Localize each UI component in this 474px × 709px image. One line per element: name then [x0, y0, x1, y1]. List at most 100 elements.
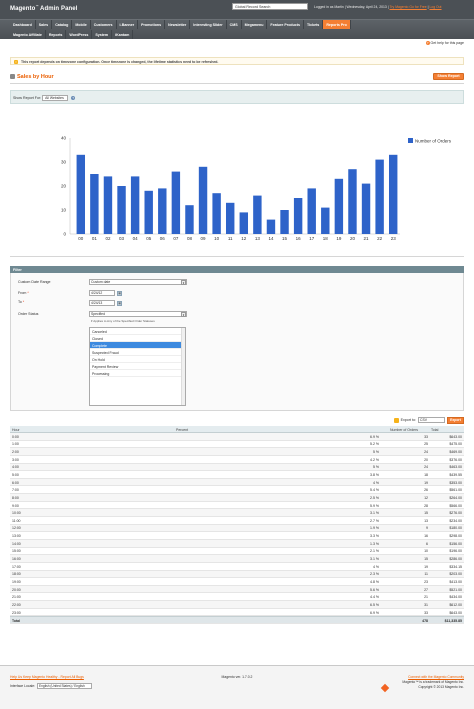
x-tick-label: 07: [173, 236, 179, 241]
nav-item-catalog[interactable]: Catalog: [52, 20, 73, 29]
export-format-select[interactable]: CSV: [418, 417, 445, 423]
column-header-percent[interactable]: Percent: [176, 427, 189, 432]
report-bugs-link[interactable]: Help Us Keep Magento Healthy - Report Al…: [10, 675, 84, 679]
help-link[interactable]: ? Get help for this page: [425, 41, 464, 45]
nav-item-mobile[interactable]: Mobile: [72, 20, 91, 29]
x-tick-label: 06: [160, 236, 166, 241]
bar-11: [225, 202, 235, 234]
y-tick-label: 40: [61, 136, 67, 141]
nav-item-system[interactable]: System: [92, 30, 113, 39]
info-icon[interactable]: ?: [71, 96, 76, 100]
status-note: ▾ Applies to Any of the Specified Order …: [91, 319, 155, 323]
header: Magento™ Admin Panel Global Record Searc…: [0, 0, 474, 19]
store-switcher: Show Report For: All Websites ?: [10, 90, 464, 104]
cell-total: $276.00: [449, 511, 462, 516]
store-switcher-select[interactable]: All Websites: [42, 95, 69, 101]
bar-00: [76, 154, 86, 234]
table-row: 5:00 3.8 % 18 $439.55: [10, 471, 464, 479]
locale-switcher: Interface Locale: English (United States…: [10, 683, 93, 689]
cell-percent: 3.1 %: [370, 511, 379, 516]
calendar-icon[interactable]: ▦: [117, 300, 122, 306]
x-tick-label: 11: [228, 236, 233, 241]
bar-15: [280, 210, 289, 234]
nav-item-tickets[interactable]: Tickets: [304, 20, 324, 29]
calendar-icon[interactable]: ▦: [117, 290, 122, 296]
locale-select[interactable]: English (United States) / English: [37, 683, 93, 689]
table-row: 1:00 5.2 % 25 $475.00: [10, 441, 464, 449]
cell-percent: 1.9 %: [370, 526, 379, 531]
bar-21: [361, 183, 371, 234]
cell-orders: 9: [426, 526, 428, 531]
cell-total: $234.00: [449, 518, 462, 523]
table-row: 0:00 6.9 % 33 $643.00: [10, 433, 464, 441]
to-date-input[interactable]: 4/24/13: [89, 300, 115, 306]
nav-item-promotions[interactable]: Promotions: [138, 20, 166, 29]
chevron-down-icon[interactable]: ▾: [181, 279, 186, 285]
from-label: From *: [18, 291, 29, 295]
from-date-input[interactable]: 4/24/12: [89, 290, 115, 296]
cell-orders: 33: [424, 434, 428, 439]
order-status-select[interactable]: Specified: [89, 311, 187, 317]
bar-07: [171, 171, 181, 234]
nav-item-newsletter[interactable]: Newsletter: [165, 20, 191, 29]
show-report-button[interactable]: Show Report: [433, 73, 464, 80]
nav-item-megamenu[interactable]: Megamenu: [242, 20, 268, 29]
cell-percent: 4.4 %: [370, 595, 379, 600]
status-option[interactable]: On Hold: [90, 356, 185, 363]
nav-item-wordpress[interactable]: WordPress: [66, 30, 93, 39]
scrollbar[interactable]: [181, 328, 185, 405]
chevron-down-icon[interactable]: ▾: [181, 311, 186, 317]
date-range-select[interactable]: Custom date: [89, 279, 187, 285]
nav-item-magento-affiliate[interactable]: Magento Affiliate: [10, 30, 46, 39]
status-option[interactable]: Suspected Fraud: [90, 349, 185, 356]
cell-total: $203.00: [449, 572, 462, 577]
order-status-multiselect[interactable]: Canceled Closed Complete Suspected Fraud On …: [89, 327, 186, 406]
status-option[interactable]: Processing: [90, 370, 185, 377]
nav-item-interesting-slider[interactable]: Interesting Slider: [190, 20, 227, 29]
cell-total: $376.00: [449, 457, 462, 462]
page-title: Sales by Hour: [10, 74, 54, 80]
help-icon: ?: [425, 41, 430, 45]
footer: Help Us Keep Magento Healthy - Report Al…: [0, 666, 474, 709]
bar-03: [117, 186, 126, 234]
divider: [10, 256, 464, 257]
y-tick-label: 30: [61, 160, 67, 165]
table-row: 19:00 4.8 % 23 $413.00: [10, 578, 464, 586]
nav-item-i-banner[interactable]: i-Banner: [117, 20, 139, 29]
cell-total: $180.00: [449, 526, 462, 531]
nav-item-sales[interactable]: Sales: [36, 20, 53, 29]
table-row: 8:00 2.5 % 12 $264.00: [10, 494, 464, 502]
nav-item-ikantam[interactable]: iKantam: [112, 30, 134, 39]
column-header-orders[interactable]: Number of Orders: [390, 427, 419, 432]
status-option[interactable]: Payment Review: [90, 363, 185, 370]
column-header-total[interactable]: Total: [431, 427, 439, 432]
status-option[interactable]: Canceled: [90, 328, 185, 335]
cell-interval: 17:00: [12, 564, 21, 569]
timezone-notice: ! This report depends on timezone config…: [10, 57, 464, 65]
status-option[interactable]: Closed: [90, 335, 185, 342]
cell-interval: 21:00: [12, 595, 21, 600]
nav-item-reports-pro[interactable]: Reports Pro: [323, 20, 351, 29]
bar-08: [185, 205, 194, 234]
nav-item-reports[interactable]: Reports: [46, 30, 67, 39]
bar-09: [198, 166, 208, 234]
cell-orders: 31: [424, 602, 428, 607]
try-magento-go-link[interactable]: Try Magento Go for Free: [389, 5, 427, 9]
logout-link[interactable]: Log Out: [429, 5, 442, 9]
community-link[interactable]: Connect with the Magento Community: [408, 675, 464, 679]
y-tick-label: 20: [61, 184, 67, 189]
column-header-hour[interactable]: Hour: [12, 427, 20, 432]
global-search-input[interactable]: Global Record Search: [232, 3, 308, 10]
table-row: 3:00 4.2 % 20 $376.00: [10, 456, 464, 464]
nav-item-customers[interactable]: Customers: [91, 20, 117, 29]
nav-item-cms[interactable]: CMS: [227, 20, 242, 29]
cell-interval: 23:00: [12, 610, 21, 615]
status-option[interactable]: Complete: [90, 342, 185, 349]
nav-item-dashboard[interactable]: Dashboard: [10, 20, 36, 29]
cell-total: $612.00: [449, 602, 462, 607]
cell-total: $566.00: [449, 503, 462, 508]
nav-item-feature-products[interactable]: Feature Products: [267, 20, 304, 29]
date-range-label: Custom Date Range: [18, 280, 51, 284]
magento-logo[interactable]: Magento™ Admin Panel: [10, 4, 78, 12]
export-button[interactable]: Export: [447, 416, 464, 424]
